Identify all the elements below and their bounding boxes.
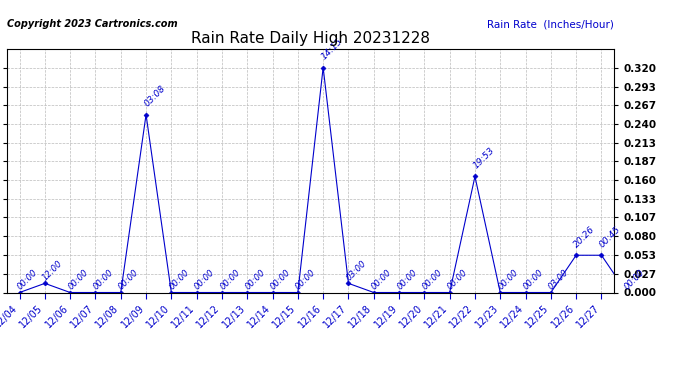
Text: 00:00: 00:00 [522, 268, 545, 291]
Text: 00:00: 00:00 [193, 268, 217, 291]
Text: 19:53: 19:53 [471, 146, 496, 170]
Text: Copyright 2023 Cartronics.com: Copyright 2023 Cartronics.com [7, 19, 177, 29]
Text: 00:45: 00:45 [598, 224, 622, 249]
Text: 12:00: 12:00 [41, 258, 65, 282]
Text: 00:00: 00:00 [421, 268, 444, 291]
Title: Rain Rate Daily High 20231228: Rain Rate Daily High 20231228 [191, 31, 430, 46]
Text: 00:00: 00:00 [497, 268, 520, 291]
Text: 00:00: 00:00 [117, 268, 141, 291]
Text: 00:00: 00:00 [66, 268, 90, 291]
Text: 00:00: 00:00 [370, 268, 393, 291]
Text: 00:00: 00:00 [218, 268, 241, 291]
Text: 00:00: 00:00 [395, 268, 419, 291]
Text: 00:00: 00:00 [16, 268, 39, 291]
Text: 00:00: 00:00 [269, 268, 293, 291]
Text: 03:00: 03:00 [345, 258, 368, 282]
Text: 00:00: 00:00 [244, 268, 267, 291]
Text: 03:08: 03:08 [142, 84, 167, 108]
Text: 00:00: 00:00 [168, 268, 191, 291]
Text: 00:00: 00:00 [92, 268, 115, 291]
Text: 03:00: 03:00 [547, 268, 571, 291]
Text: 00:00: 00:00 [446, 268, 469, 291]
Text: 20:26: 20:26 [573, 224, 597, 249]
Text: 14:15: 14:15 [319, 37, 344, 62]
Text: 00:00: 00:00 [294, 268, 317, 291]
Text: Rain Rate  (Inches/Hour): Rain Rate (Inches/Hour) [487, 19, 614, 29]
Text: 00:00: 00:00 [623, 268, 647, 291]
